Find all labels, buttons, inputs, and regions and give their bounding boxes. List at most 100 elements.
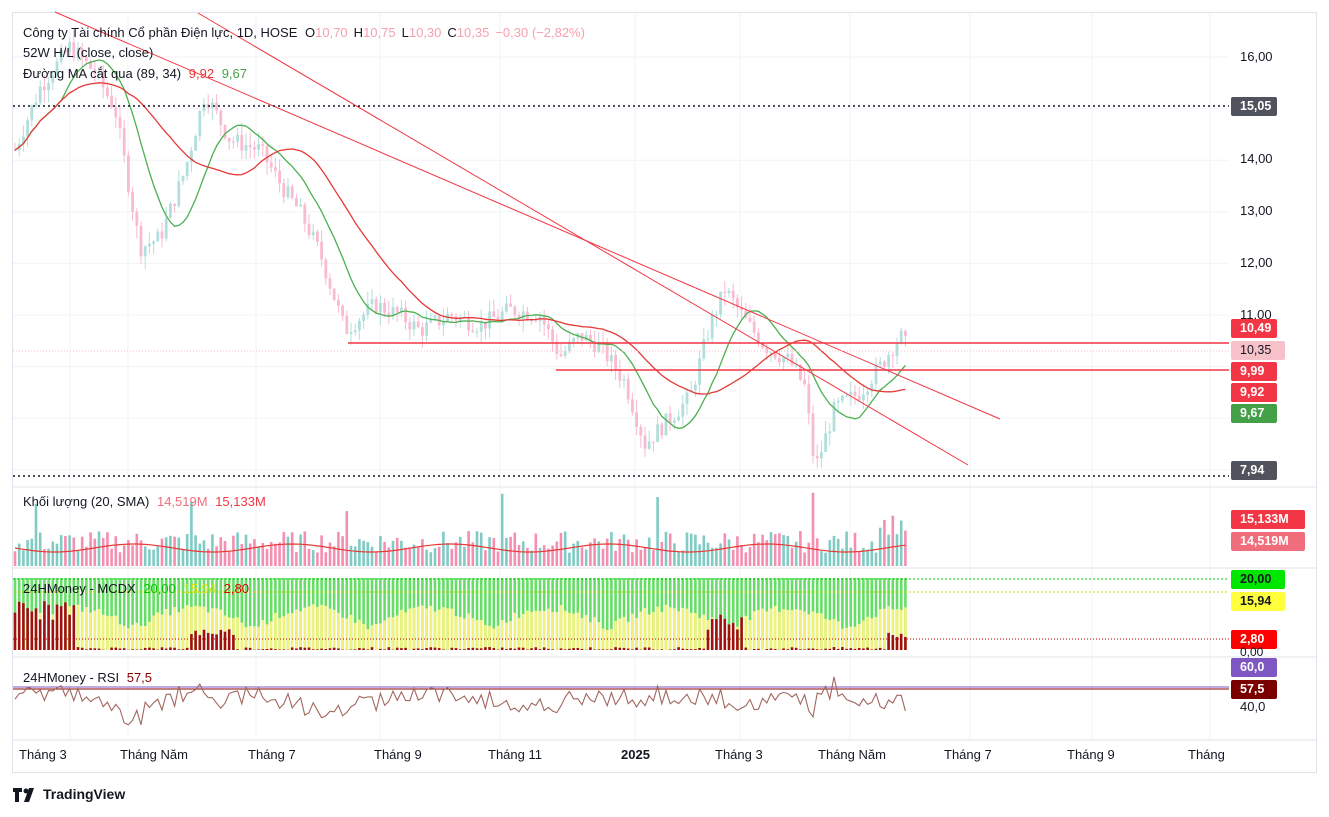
mcdx-yellow-bar (458, 616, 462, 650)
candle-body (803, 379, 806, 385)
mcdx-yellow-bar (555, 612, 559, 650)
candle-body (185, 162, 189, 176)
mcdx-yellow-bar (173, 607, 176, 650)
candle-body (13, 149, 17, 151)
mcdx-yellow-bar (219, 609, 223, 650)
rsi-value: 57,5 (126, 670, 153, 685)
mcdx-red-bar (303, 647, 307, 650)
volume-bar (660, 541, 664, 566)
mcdx-green-bar (593, 578, 596, 650)
time-tick: Tháng 9 (374, 747, 422, 762)
mcdx-yellow-bar (181, 608, 185, 650)
mcdx-yellow-bar (862, 620, 865, 650)
mcdx-red-bar (110, 647, 113, 650)
mcdx-green-bar (509, 578, 512, 650)
mcdx-red-bar (551, 649, 554, 650)
mcdx-yellow-bar (778, 611, 781, 650)
candle-body (80, 47, 84, 58)
mcdx-yellow-bar (421, 605, 424, 650)
mcdx-yellow-bar (408, 608, 412, 650)
mcdx-red-bar (635, 647, 638, 650)
mcdx-red-bar (689, 649, 693, 650)
volume-bar (761, 534, 764, 566)
candle-body (307, 223, 311, 236)
mcdx-yellow-bar (341, 617, 344, 650)
mcdx-yellow-bar (673, 608, 676, 650)
mcdx-yellow-bar (820, 613, 823, 650)
candle-body (668, 413, 672, 423)
time-tick-year: 2025 (621, 747, 650, 762)
mcdx-yellow-bar (576, 612, 580, 650)
volume-bar (110, 548, 113, 566)
brand[interactable]: TradingView (13, 786, 125, 803)
mcdx-yellow-bar (299, 611, 302, 650)
candle-body (320, 241, 323, 260)
volume-bar (706, 542, 710, 566)
candle-body (584, 334, 588, 341)
mcdx-yellow-bar (874, 616, 878, 650)
mcdx-yellow-bar (316, 607, 319, 650)
mcdx-red-bar (618, 647, 622, 650)
candle-body (832, 402, 836, 432)
volume-badge-current: 14,519M (1231, 532, 1305, 551)
volume-bar (22, 550, 25, 566)
mcdx-red-bar (219, 629, 223, 650)
mcdx-green-bar (366, 578, 370, 650)
volume-bar (492, 537, 496, 566)
volume-bar (370, 546, 374, 566)
mcdx-green-bar (139, 578, 143, 650)
volume-bar (471, 542, 475, 566)
candle-body (660, 424, 664, 436)
mcdx-red-bar (904, 636, 907, 650)
mcdx-yellow-bar (849, 626, 853, 650)
mcdx-green-bar (605, 578, 609, 650)
mcdx-legend: 24HMoney - MCDX 20,00 15,94 2,80 (23, 579, 253, 599)
volume-bar (160, 538, 164, 566)
candle-body (244, 145, 248, 151)
volume-bar (782, 535, 785, 566)
rsi-legend: 24HMoney - RSI 57,5 (23, 668, 156, 688)
mcdx-yellow-bar (643, 607, 647, 650)
candle-body (278, 170, 281, 184)
volume-bar (836, 538, 840, 566)
trend-line-upper (54, 11, 1001, 420)
mcdx-yellow-bar (139, 625, 143, 650)
mcdx-yellow-bar (685, 608, 689, 650)
candle-body (639, 426, 643, 436)
tradingview-logo-icon (13, 788, 34, 803)
candle-body (425, 322, 428, 336)
candle-body (698, 358, 701, 385)
volume-bar (324, 552, 328, 566)
volume-bar (30, 538, 34, 566)
time-tick: Tháng Năm (120, 747, 188, 762)
mcdx-red-bar (857, 647, 861, 650)
mcdx-red-bar (316, 649, 319, 650)
candle-body (190, 150, 193, 163)
volume-bar (488, 537, 491, 566)
mcdx-yellow-bar (278, 617, 281, 650)
mcdx-yellow-bar (160, 614, 164, 650)
candle-body (635, 412, 638, 427)
mcdx-green-bar (521, 578, 525, 650)
candle-body (383, 302, 386, 313)
candle-body (757, 332, 760, 344)
mcdx-green-bar (727, 578, 731, 650)
volume-bar (547, 548, 550, 566)
mcdx-yellow-bar (177, 612, 181, 650)
mcdx-green-bar (731, 578, 735, 650)
candle-body (475, 331, 479, 333)
mcdx-green-bar (232, 578, 235, 650)
mcdx-red-bar (358, 648, 361, 650)
mcdx-red-bar (685, 649, 689, 650)
mcdx-yellow-bar (85, 607, 88, 650)
trend-line-lower (197, 12, 969, 466)
mcdx-yellow-bar (244, 627, 248, 650)
mcdx-red-bar (836, 648, 840, 650)
mcdx-green-bar (118, 578, 122, 650)
volume-bar (253, 539, 256, 566)
mcdx-green-bar (135, 578, 139, 650)
mcdx-yellow-bar (190, 606, 193, 650)
mcdx-red-bar (652, 649, 655, 650)
mcdx-red-bar (710, 619, 714, 650)
